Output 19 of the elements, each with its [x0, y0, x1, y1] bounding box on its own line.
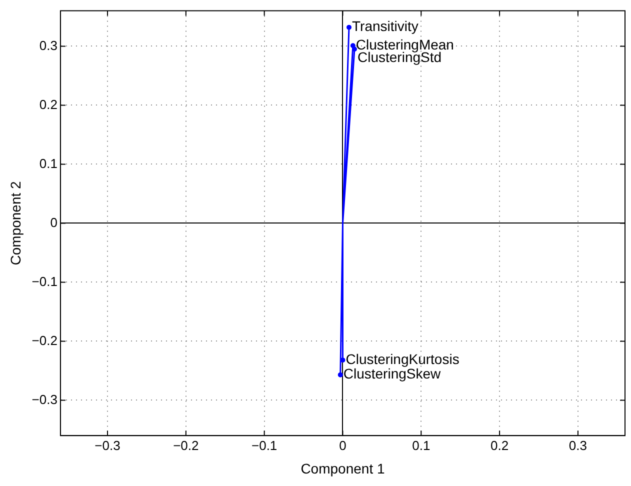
x-tick-label: 0.3 [568, 438, 587, 453]
y-tick-label: −0.2 [32, 332, 58, 348]
y-tick-label: −0.3 [32, 392, 58, 407]
x-tick-label: 0 [339, 438, 346, 453]
x-tick-label: 0.1 [412, 438, 430, 453]
y-tick-label: 0.2 [39, 96, 58, 112]
y-tick-label: −0.1 [32, 274, 58, 289]
y-tick-label: 0 [50, 214, 58, 230]
x-axis-title: Component 1 [300, 460, 385, 476]
annotation: ClusteringSkew [343, 366, 442, 382]
annotation: ClusteringKurtosis [346, 350, 460, 367]
annotation: Transitivity [352, 18, 418, 34]
y-tick-label: 0.3 [39, 38, 58, 53]
y-axis-title: Component 2 [7, 180, 24, 266]
x-tick-label: 0.2 [490, 438, 509, 453]
y-tick-label: 0.1 [39, 156, 58, 171]
x-tick-label: −0.3 [94, 438, 120, 453]
x-tick-label: −0.1 [251, 438, 278, 453]
x-tick-label: −0.2 [173, 438, 199, 453]
